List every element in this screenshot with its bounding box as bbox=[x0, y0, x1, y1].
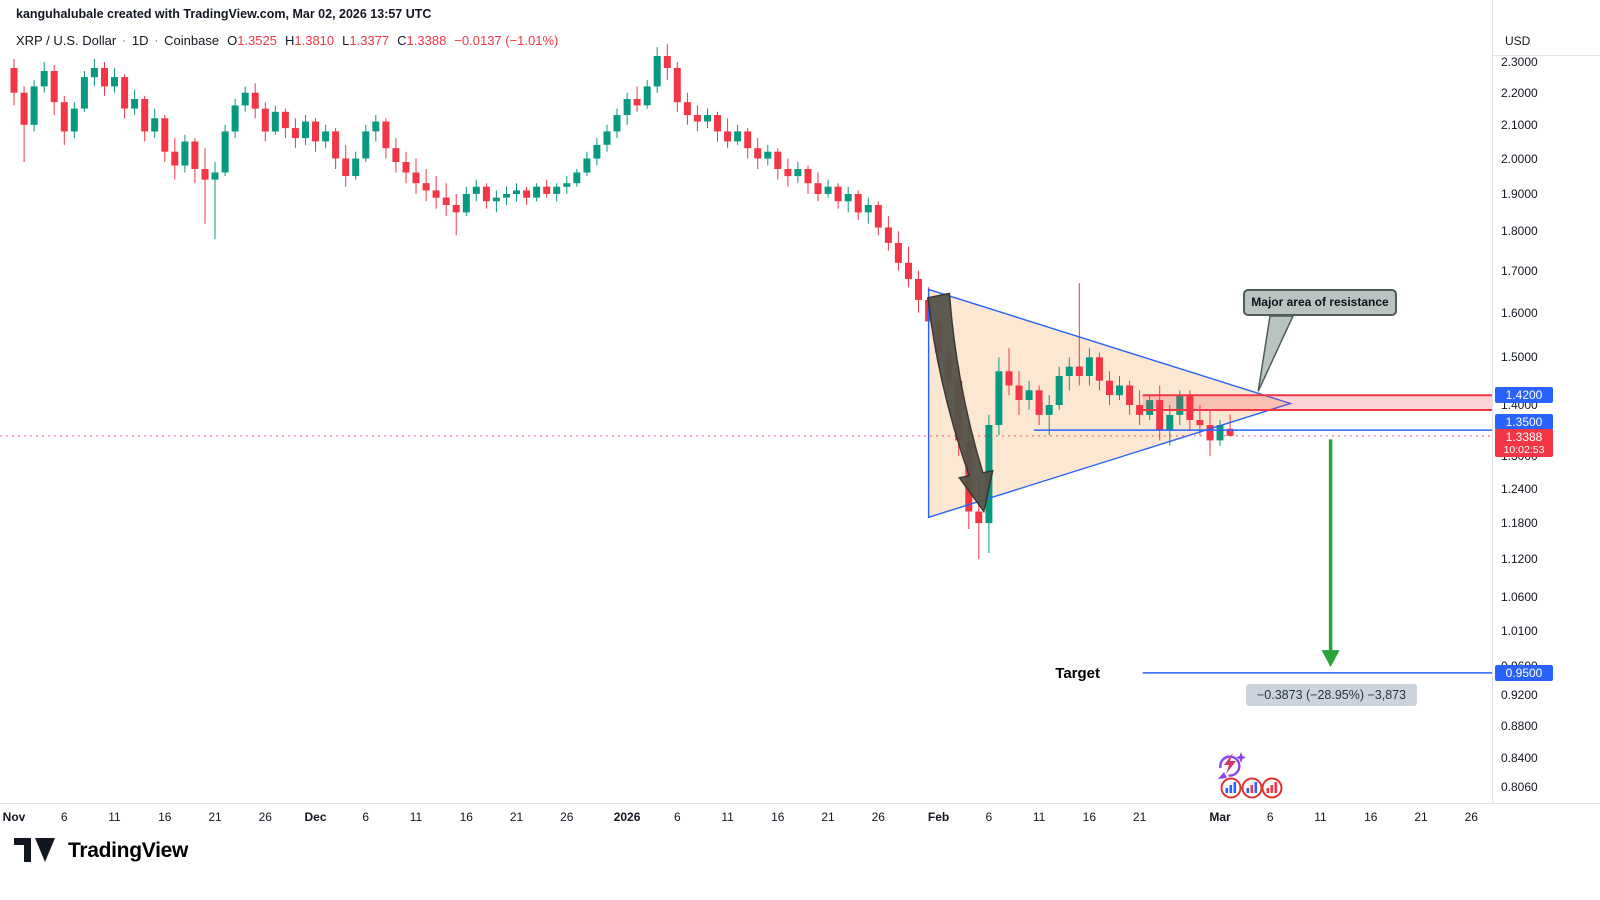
target-label[interactable]: Target bbox=[1055, 665, 1100, 682]
time-axis-label: 16 bbox=[1364, 810, 1378, 824]
resistance-callout[interactable]: Major area of resistance bbox=[1243, 289, 1397, 316]
time-axis-label: Dec bbox=[304, 810, 327, 824]
price-badge-0.9500[interactable]: 0.9500 bbox=[1495, 664, 1553, 681]
candlestick-series bbox=[10, 44, 1234, 560]
ohlc-high: H1.3810 bbox=[284, 33, 335, 48]
time-axis-label: 16 bbox=[1082, 810, 1097, 824]
resistance-zone[interactable] bbox=[1142, 394, 1492, 411]
time-axis-label: 6 bbox=[673, 810, 681, 824]
price-badge-1.3500[interactable]: 1.3500 bbox=[1495, 414, 1553, 431]
time-axis-label: 16 bbox=[158, 810, 172, 824]
time-axis-label: 16 bbox=[459, 810, 473, 824]
symbol-info-bar[interactable]: XRP / U.S. Dollar · 1D · Coinbase O1.352… bbox=[16, 33, 558, 48]
time-axis-label: 21 bbox=[821, 810, 835, 824]
callout-tail bbox=[1257, 315, 1295, 392]
price-axis-label: 2.3000 bbox=[1501, 54, 1538, 69]
badge-price-text: 1.3500 bbox=[1505, 415, 1543, 430]
price-axis-label: 0.8800 bbox=[1501, 718, 1538, 733]
time-axis-label: 16 bbox=[771, 810, 785, 824]
time-axis-label: 11 bbox=[1032, 810, 1046, 824]
time-axis-label: 21 bbox=[208, 810, 222, 824]
price-axis-label: 1.1200 bbox=[1501, 552, 1538, 567]
time-axis-label: Mar bbox=[1209, 810, 1231, 824]
time-axis-label: 6 bbox=[60, 810, 68, 824]
time-axis-label: 21 bbox=[1414, 810, 1428, 824]
price-axis-label: 1.1800 bbox=[1501, 516, 1538, 531]
separator-dot: · bbox=[154, 34, 159, 47]
time-axis-label: 11 bbox=[409, 810, 423, 824]
time-axis-label: 6 bbox=[985, 810, 993, 824]
badge-price-text: 1.3388 bbox=[1505, 429, 1543, 444]
symbol-title[interactable]: XRP / U.S. Dollar bbox=[16, 33, 117, 48]
price-axis-label: 1.0100 bbox=[1501, 623, 1538, 638]
badge-price-text: 0.9500 bbox=[1505, 665, 1543, 680]
sticker-icons[interactable] bbox=[1218, 752, 1283, 799]
price-axis-label: 0.9200 bbox=[1501, 688, 1538, 703]
magic-bolt-icon[interactable] bbox=[1218, 752, 1246, 779]
chart-sticker-icon-3[interactable] bbox=[1261, 777, 1283, 799]
price-axis-label: 1.7000 bbox=[1501, 263, 1538, 278]
time-axis-label: 21 bbox=[1132, 810, 1147, 824]
measure-label[interactable]: −0.3873 (−28.95%) −3,873 bbox=[1246, 684, 1418, 706]
time-axis[interactable]: Nov 6 11 16 21 26 Dec 6 11 16 21 26 2026 6 11 16 21 26 Feb… bbox=[0, 803, 1600, 832]
price-axis-label: 2.0000 bbox=[1501, 151, 1538, 166]
chart-sticker-icon-1[interactable] bbox=[1220, 777, 1242, 799]
attribution: kanguhalubale created with TradingView.c… bbox=[16, 7, 432, 21]
time-axis-label: Feb bbox=[927, 810, 950, 824]
chart-canvas[interactable]: kanguhalubale created with TradingView.c… bbox=[0, 0, 1492, 803]
tradingview-brand[interactable]: TradingView bbox=[68, 838, 189, 862]
symbol-exchange[interactable]: Coinbase bbox=[164, 33, 220, 48]
tradingview-logo-icon[interactable] bbox=[14, 838, 58, 863]
symbol-interval[interactable]: 1D bbox=[131, 33, 149, 48]
price-axis-label: 1.8000 bbox=[1501, 224, 1538, 239]
time-axis-label: 6 bbox=[1266, 810, 1274, 824]
footer: TradingView bbox=[14, 838, 188, 863]
price-axis-label: 2.2000 bbox=[1501, 85, 1538, 100]
target-arrow[interactable] bbox=[1321, 439, 1340, 668]
triangle-pattern-outline[interactable] bbox=[927, 288, 1293, 519]
time-axis-label: 2026 bbox=[613, 810, 641, 824]
bar-countdown: 10:02:53 bbox=[1503, 443, 1545, 456]
chart-svg[interactable] bbox=[0, 0, 1492, 803]
ohlc-close: C1.3388 bbox=[397, 33, 447, 48]
price-axis-label: 0.8400 bbox=[1501, 750, 1538, 765]
price-axis[interactable]: USD 2.3000 2.2000 2.1000 2.0000 1.9000 1.8000… bbox=[1492, 0, 1600, 803]
price-axis-label: 1.0600 bbox=[1501, 590, 1538, 605]
ohlc-low: L1.3377 bbox=[342, 33, 390, 48]
price-badge-1.4200[interactable]: 1.4200 bbox=[1495, 387, 1553, 404]
price-axis-label: 1.5000 bbox=[1501, 350, 1538, 365]
axis-currency-label[interactable]: USD bbox=[1505, 34, 1531, 48]
time-axis-label: 26 bbox=[560, 810, 574, 824]
time-axis-label: 11 bbox=[721, 810, 734, 824]
time-axis-label: 26 bbox=[1464, 810, 1478, 824]
price-axis-label: 2.1000 bbox=[1501, 117, 1538, 132]
ohlc-open: O1.3525 bbox=[227, 33, 277, 48]
axis-divider bbox=[1493, 55, 1600, 56]
price-change: −0.0137 (−1.01%) bbox=[454, 33, 559, 48]
badge-price-text: 1.4200 bbox=[1505, 388, 1543, 403]
price-axis-label: 1.2400 bbox=[1501, 481, 1538, 496]
price-axis-label: 0.8060 bbox=[1501, 779, 1538, 794]
price-axis-label: 1.9000 bbox=[1501, 186, 1538, 201]
time-axis-label: Nov bbox=[2, 810, 26, 824]
chart-sticker-icon-2[interactable] bbox=[1241, 777, 1263, 799]
time-axis-label: 26 bbox=[258, 810, 272, 824]
time-axis-label: 11 bbox=[1314, 810, 1327, 824]
time-axis-label: 11 bbox=[108, 810, 121, 824]
time-axis-label: 26 bbox=[871, 810, 885, 824]
price-badge-1.3388: 1.3388 10:02:53 bbox=[1495, 428, 1553, 457]
separator-dot: · bbox=[122, 34, 126, 47]
breakdown-arrow[interactable] bbox=[926, 292, 994, 514]
time-axis-label: 21 bbox=[509, 810, 524, 824]
time-axis-label: 6 bbox=[362, 810, 370, 824]
price-axis-label: 1.6000 bbox=[1501, 305, 1538, 320]
